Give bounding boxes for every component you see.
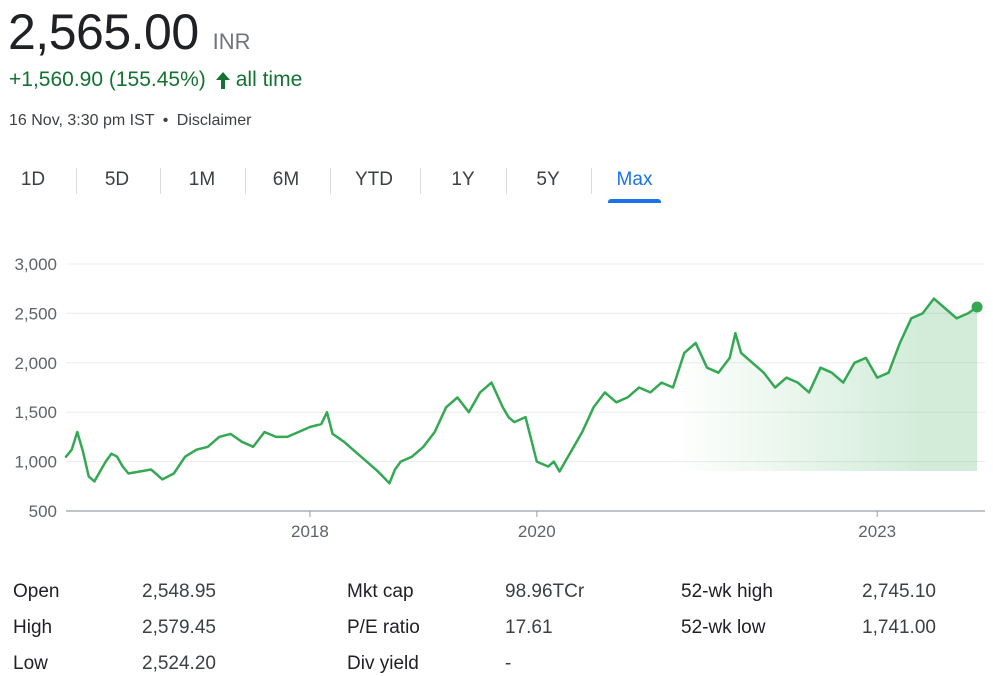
tab-divider: [506, 168, 507, 194]
range-tabs: 1D 5D 1M 6M YTD 1Y 5Y Max: [0, 160, 680, 203]
price-series-line: [64, 297, 979, 485]
y-tick-label: 2,500: [14, 304, 57, 323]
quote-timestamp: 16 Nov, 3:30 pm IST: [9, 112, 155, 129]
tab-1y[interactable]: 1Y: [430, 160, 496, 200]
stat-value-low: 2,524.20: [142, 653, 216, 674]
tab-1d[interactable]: 1D: [0, 160, 66, 200]
stat-label-52wk-high: 52-wk high: [681, 581, 773, 602]
tab-label: 1D: [20, 169, 46, 190]
disclaimer-link[interactable]: Disclaimer: [176, 112, 252, 129]
stat-label-52wk-low: 52-wk low: [681, 617, 766, 638]
tab-5y[interactable]: 5Y: [515, 160, 581, 200]
x-tick-label: 2018: [291, 522, 329, 541]
x-axis: 2018 2020 2023: [291, 511, 896, 541]
y-tick-label: 1,500: [14, 403, 57, 422]
stat-label-div-yield: Div yield: [347, 653, 419, 674]
active-tab-indicator: [608, 199, 661, 203]
tab-label: YTD: [355, 169, 393, 190]
stat-value-52wk-low: 1,741.00: [862, 617, 936, 638]
tab-label: 5Y: [536, 169, 560, 190]
stat-label-open: Open: [13, 581, 60, 602]
change-period: all time: [235, 68, 303, 91]
quote-stats: Open 2,548.95 High 2,579.45 Low 2,524.20…: [0, 574, 993, 676]
quote-header: 2,565.00 INR: [8, 0, 251, 64]
tab-divider: [330, 168, 331, 194]
stat-value-div-yield: -: [505, 653, 512, 674]
y-tick-label: 500: [29, 502, 57, 521]
stat-value-open: 2,548.95: [142, 581, 216, 602]
tab-ytd[interactable]: YTD: [338, 160, 410, 200]
tab-label: 1Y: [451, 169, 475, 190]
y-tick-label: 1,000: [14, 453, 57, 472]
tab-label: Max: [616, 169, 653, 190]
tab-divider: [245, 168, 246, 194]
tab-label: 1M: [188, 169, 216, 190]
tab-divider: [76, 168, 77, 194]
stat-value-mkt-cap: 98.96TCr: [505, 581, 585, 602]
price-change-row: +1,560.90 (155.45%) all time: [9, 68, 302, 92]
y-axis: 500 1,000 1,500 2,000 2,500 3,000: [14, 255, 57, 521]
gridlines: [66, 263, 985, 512]
y-tick-label: 2,000: [14, 354, 57, 373]
bullet-separator: •: [162, 112, 169, 129]
stat-label-pe-ratio: P/E ratio: [347, 617, 420, 638]
currency-label: INR: [212, 29, 251, 54]
tab-label: 6M: [272, 169, 300, 190]
stat-value-high: 2,579.45: [142, 617, 216, 638]
tab-divider: [591, 168, 592, 194]
tab-6m[interactable]: 6M: [253, 160, 319, 200]
tab-label: 5D: [104, 169, 130, 190]
price-chart[interactable]: 500 1,000 1,500 2,000 2,500 3,000 2018 2020 202…: [0, 240, 993, 550]
stat-label-mkt-cap: Mkt cap: [347, 581, 414, 602]
price-chart-svg[interactable]: 500 1,000 1,500 2,000 2,500 3,000 2018 2020 202…: [0, 240, 993, 550]
stat-label-high: High: [13, 617, 53, 638]
tab-max[interactable]: Max: [608, 160, 661, 203]
y-tick-label: 3,000: [14, 255, 57, 274]
stat-value-52wk-high: 2,745.10: [862, 581, 936, 602]
current-price: 2,565.00: [8, 4, 199, 60]
quote-meta: 16 Nov, 3:30 pm IST • Disclaimer: [9, 112, 251, 130]
last-price-dot: [971, 301, 983, 313]
price-area-fill: [673, 298, 978, 471]
x-tick-label: 2023: [858, 522, 896, 541]
tab-5d[interactable]: 5D: [84, 160, 150, 200]
tab-1m[interactable]: 1M: [169, 160, 235, 200]
tab-divider: [160, 168, 161, 194]
stat-label-low: Low: [13, 653, 48, 674]
price-change: +1,560.90 (155.45%): [9, 68, 206, 91]
tab-divider: [420, 168, 421, 194]
arrow-up-icon: [215, 72, 230, 89]
stat-value-pe-ratio: 17.61: [505, 617, 553, 638]
x-tick-label: 2020: [518, 522, 556, 541]
